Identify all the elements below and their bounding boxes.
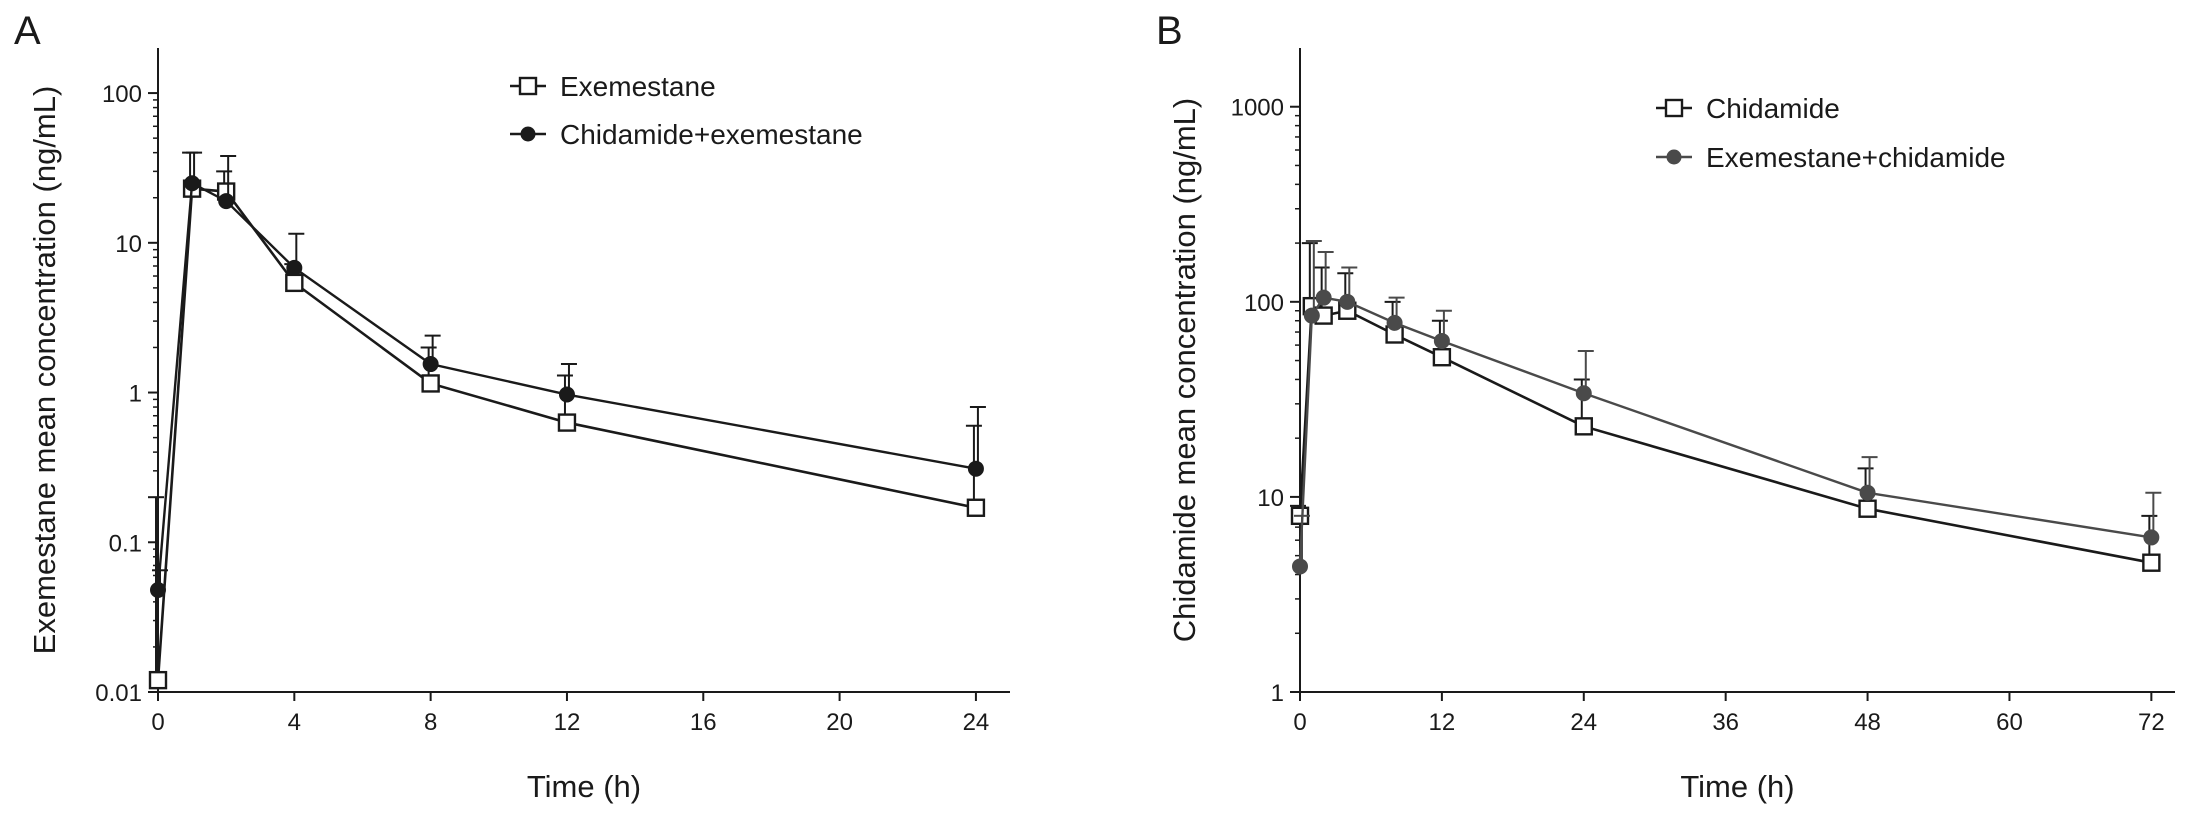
data-point [557,413,577,432]
x-axis-title: Time (h) [527,769,641,804]
data-point [1858,499,1877,518]
data-point [1386,314,1403,331]
legend-marker [1666,149,1682,165]
x-tick-label: 36 [1712,709,1739,736]
x-tick-label: 12 [554,709,581,736]
data-point [1432,348,1452,367]
x-tick-label: 0 [151,709,164,736]
data-point [422,356,439,373]
panel-b: B 0 12 24 36 48 60 72 1 10 100 1000 Time (h) Chidamid… [1156,9,2175,804]
y-tick-label: 0.1 [109,530,142,557]
series-line [156,187,977,681]
series-line [1298,296,2152,567]
data-point [966,498,986,517]
data-point [2143,529,2160,546]
x-tick-label: 72 [2138,709,2165,736]
y-tick-label: 1000 [1231,95,1284,122]
x-tick-label: 24 [1570,709,1597,736]
data-point [1292,558,1308,575]
legend-entry-2: Exemestane+chidamide [1656,142,2006,173]
data-point [1303,307,1320,324]
data-point [1859,484,1876,501]
data-point [1433,332,1450,349]
y-tick-label: 1 [129,381,142,408]
data-point [2142,553,2161,572]
panel-label: B [1156,9,1183,53]
y-tick-label: 10 [1257,485,1284,512]
y-axis-title: Chidamide mean concentration (ng/mL) [1167,98,1202,643]
x-tick-label: 0 [1293,709,1306,736]
data-point [558,386,575,403]
panel-label: A [14,9,41,53]
data-point [286,259,303,276]
legend-marker [520,126,536,142]
x-tick-label: 48 [1854,709,1881,736]
series-line [1298,303,2152,564]
data-point [967,460,984,477]
legend-label: Exemestane [560,71,716,102]
legend-marker [518,76,538,96]
legend-label: Exemestane+chidamide [1706,142,2006,173]
x-tick-label: 24 [963,709,990,736]
legend-entry-2: Chidamide+exemestane [510,119,863,150]
series-2 [150,151,986,598]
y-tick-label: 100 [1244,290,1284,317]
data-point [1575,385,1592,402]
panel-a: A 0 4 8 12 16 20 24 0.01 0.1 1 10 100 Time (h) Exemest… [14,9,1010,804]
data-point [1339,293,1356,310]
x-tick-label: 20 [826,709,853,736]
series-2 [1292,239,2162,575]
legend-entry-1: Chidamide [1656,93,1840,124]
y-axis-title: Exemestane mean concentration (ng/mL) [27,86,62,655]
data-point [1315,289,1332,306]
data-point [285,273,304,293]
data-point [184,175,201,192]
x-tick-label: 16 [690,709,717,736]
y-tick-label: 100 [102,81,142,108]
legend-label: Chidamide+exemestane [560,119,863,150]
x-tick-label: 4 [288,709,301,736]
data-point [1574,417,1593,436]
data-point [150,581,166,598]
legend-label: Chidamide [1706,93,1840,124]
y-tick-label: 1 [1271,680,1284,707]
x-axis-title: Time (h) [1680,769,1794,804]
series-1 [148,151,986,690]
series-1 [1290,242,2161,572]
legend-marker [1664,98,1684,118]
x-tick-label: 60 [1996,709,2023,736]
data-point [421,374,440,393]
x-tick-label: 8 [424,709,437,736]
legend-entry-1: Exemestane [510,71,716,102]
data-point [218,193,235,210]
x-tick-label: 12 [1429,709,1456,736]
data-point [148,670,168,690]
y-tick-label: 10 [115,231,142,258]
y-tick-label: 0.01 [95,680,142,707]
